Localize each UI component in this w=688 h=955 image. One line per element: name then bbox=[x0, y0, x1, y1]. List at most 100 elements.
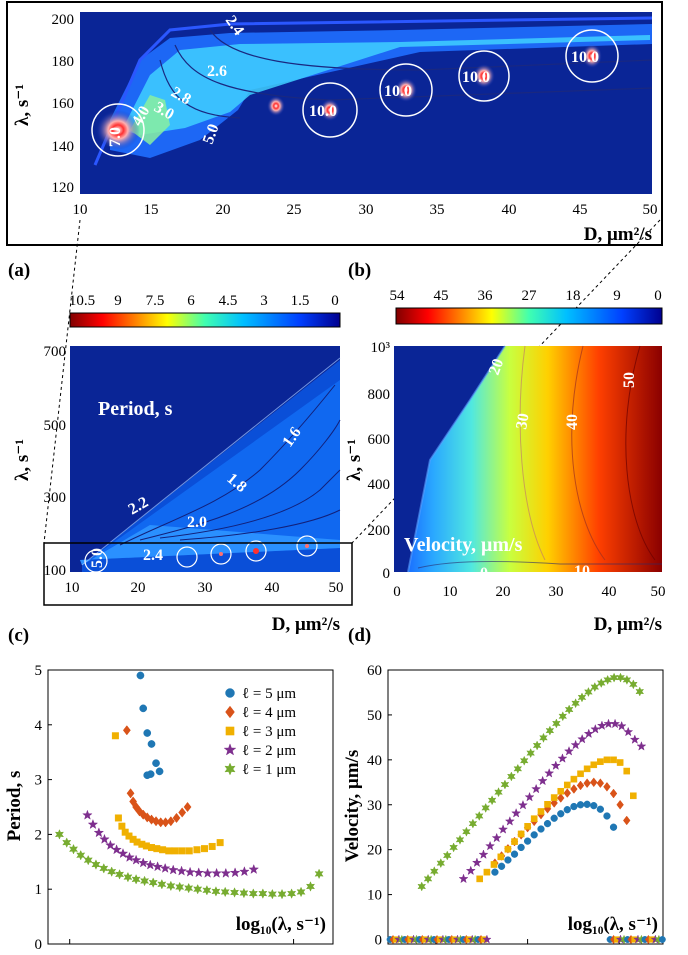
series bbox=[122, 725, 192, 828]
panel-label-b: (b) bbox=[348, 260, 371, 281]
data-point bbox=[523, 837, 532, 845]
contour-label: 10.0 bbox=[384, 83, 412, 100]
contour-a bbox=[139, 419, 341, 541]
data-point bbox=[576, 780, 585, 791]
data-point bbox=[185, 847, 193, 855]
data-point bbox=[143, 729, 152, 737]
data-point bbox=[596, 720, 608, 731]
highlight-circle bbox=[302, 82, 358, 138]
data-point bbox=[208, 842, 216, 850]
data-point bbox=[54, 829, 65, 840]
data-point bbox=[497, 853, 505, 861]
series bbox=[417, 672, 645, 892]
data-point bbox=[211, 867, 222, 878]
x-tick-label: 0 bbox=[393, 584, 401, 600]
panel-d-marks bbox=[386, 672, 666, 945]
x-tick-label: 50 bbox=[329, 580, 344, 596]
y-tick-label: 300 bbox=[44, 490, 67, 506]
data-point bbox=[511, 838, 518, 845]
data-point bbox=[429, 866, 439, 877]
data-point bbox=[202, 867, 213, 878]
data-point bbox=[423, 873, 433, 884]
tick-label: 20 bbox=[367, 843, 382, 859]
legend-entry: ℓ = 3 μm bbox=[242, 724, 296, 740]
data-point bbox=[571, 698, 580, 709]
colorbar-b bbox=[395, 307, 663, 325]
hotspot bbox=[219, 552, 223, 556]
data-point bbox=[570, 775, 578, 783]
data-point bbox=[544, 800, 551, 808]
series bbox=[136, 671, 164, 780]
contour-label: 2.4 bbox=[143, 547, 163, 564]
contour-b bbox=[519, 345, 546, 561]
data-point bbox=[636, 741, 647, 751]
colorbar-a-ticks: 10.5 9 7.5 6 4.5 3 1.5 0 bbox=[69, 293, 339, 309]
data-point bbox=[550, 760, 561, 770]
data-point bbox=[478, 849, 489, 859]
y-tick-label: 500 bbox=[44, 418, 67, 434]
zoom-box bbox=[43, 542, 353, 606]
data-point bbox=[558, 711, 568, 722]
data-point bbox=[563, 806, 571, 814]
data-point bbox=[524, 823, 531, 830]
data-point bbox=[118, 822, 126, 830]
x-tick-label: 30 bbox=[549, 584, 564, 600]
data-point bbox=[550, 798, 558, 808]
data-point bbox=[622, 674, 632, 685]
data-point bbox=[123, 871, 133, 883]
data-point bbox=[563, 781, 571, 789]
zero-velocity-points bbox=[386, 934, 666, 945]
data-point bbox=[462, 826, 471, 837]
x-tick-label: 15 bbox=[144, 202, 159, 218]
data-point bbox=[491, 868, 499, 876]
tick-label: 3 bbox=[35, 773, 43, 789]
data-point bbox=[111, 844, 122, 855]
legend-entry: ℓ = 4 μm bbox=[242, 705, 296, 721]
data-point bbox=[531, 783, 542, 794]
contour-label: 10.0 bbox=[571, 49, 599, 66]
data-point bbox=[458, 873, 469, 884]
data-point bbox=[616, 759, 624, 766]
data-point bbox=[590, 802, 598, 810]
data-point bbox=[172, 812, 181, 824]
data-point bbox=[609, 823, 618, 831]
data-point bbox=[537, 825, 545, 833]
tick-label: 0 bbox=[375, 933, 383, 949]
data-point bbox=[537, 808, 545, 815]
top-heatmap-peak bbox=[122, 35, 650, 135]
top-panel: 2.4 2.6 2.8 3.0 4.0 5.0 7.0 10.0 10.0 10… bbox=[6, 1, 663, 246]
x-tick-label: 20 bbox=[131, 580, 146, 596]
y-tick-label: 140 bbox=[52, 139, 75, 155]
data-point bbox=[220, 886, 230, 898]
data-point bbox=[122, 725, 131, 736]
data-point bbox=[159, 846, 167, 854]
data-point bbox=[193, 867, 205, 878]
top-hotspots bbox=[96, 44, 602, 150]
data-point bbox=[557, 787, 565, 795]
colorbar-tick-label: 1.5 bbox=[291, 293, 310, 309]
data-point bbox=[471, 857, 482, 868]
series bbox=[476, 756, 637, 883]
data-point bbox=[603, 674, 613, 685]
data-point bbox=[539, 732, 548, 743]
data-point bbox=[609, 718, 621, 729]
panel-b-x-axis-label: D, μm²/s bbox=[594, 614, 662, 635]
x-tick-label: 10 bbox=[65, 580, 80, 596]
x-tick-label: 30 bbox=[359, 202, 374, 218]
top-hotspot bbox=[96, 110, 140, 150]
series bbox=[111, 732, 224, 855]
y-tick-label: 120 bbox=[52, 180, 75, 196]
data-point bbox=[239, 887, 249, 899]
contour-label: 0 bbox=[480, 565, 488, 582]
panel-b-x-ticks: 0 10 20 30 40 50 bbox=[393, 584, 665, 600]
data-point bbox=[537, 775, 548, 786]
data-point bbox=[530, 815, 538, 822]
x-tick-label: 35 bbox=[430, 202, 445, 218]
data-point bbox=[497, 862, 506, 870]
panel-d-frame bbox=[387, 669, 664, 945]
data-point bbox=[603, 756, 611, 764]
data-point bbox=[603, 718, 614, 729]
data-point bbox=[532, 740, 542, 751]
data-point bbox=[131, 874, 141, 885]
